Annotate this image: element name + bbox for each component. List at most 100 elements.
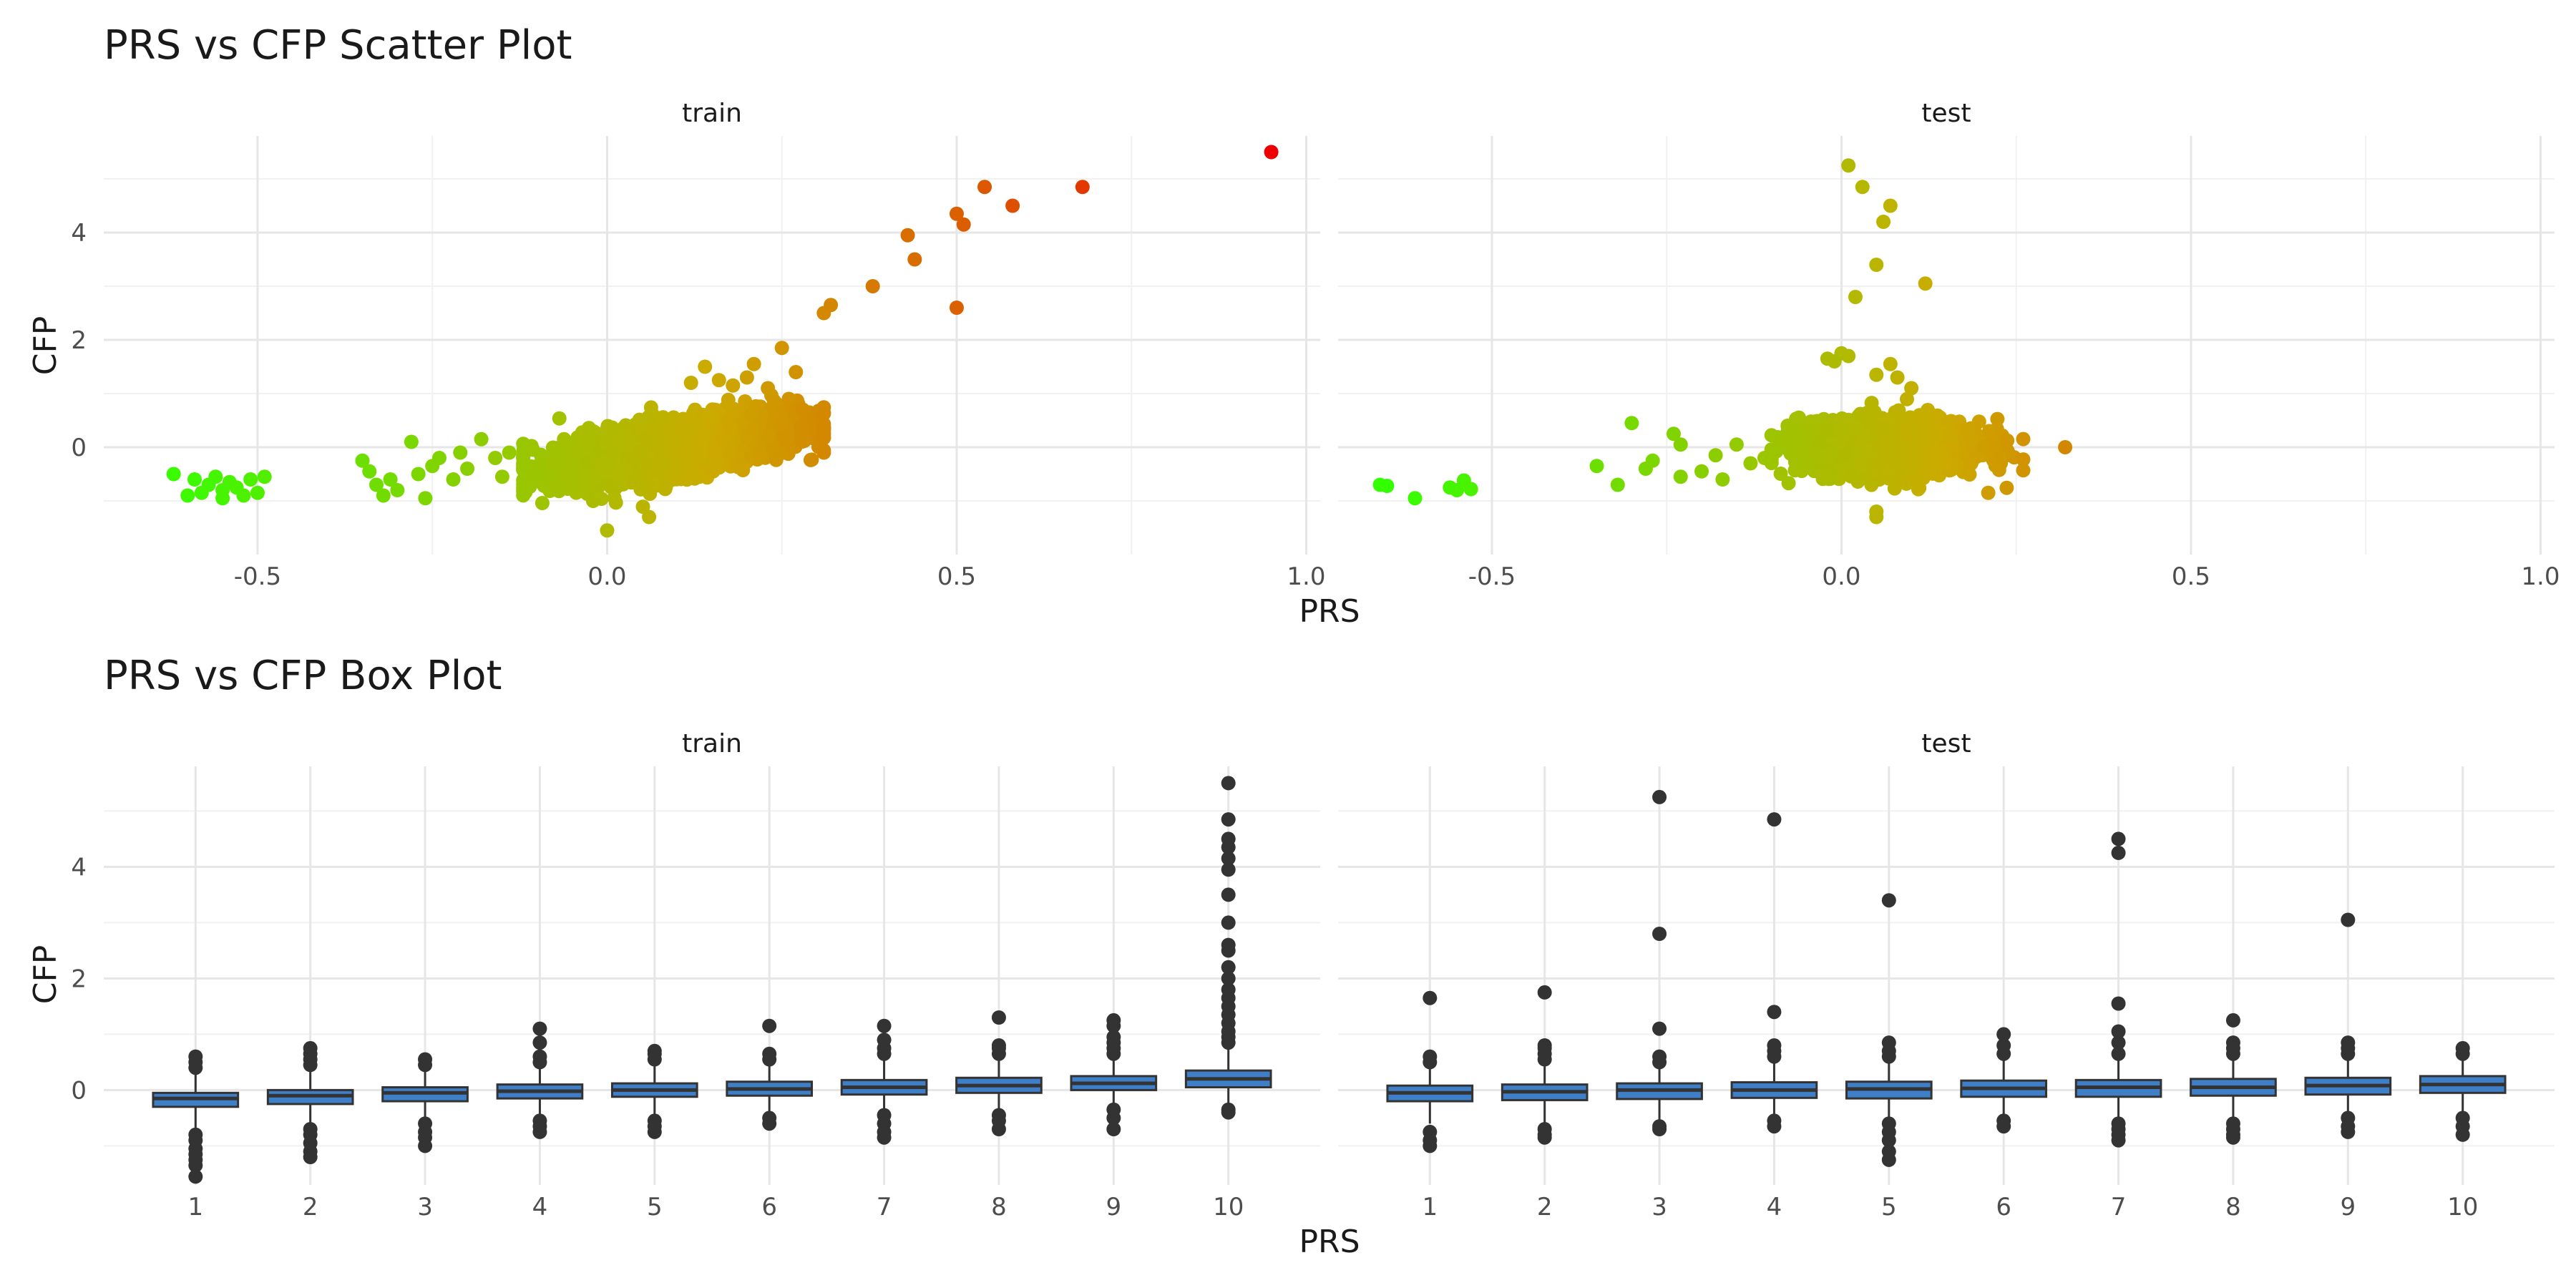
scatter-point bbox=[1264, 145, 1279, 160]
scatter-point bbox=[535, 496, 550, 510]
box-outlier bbox=[1767, 1038, 1782, 1053]
scatter-point bbox=[1904, 381, 1919, 396]
box-outlier bbox=[991, 1010, 1006, 1025]
y-tick-label: 4 bbox=[71, 219, 87, 248]
box-outlier bbox=[2111, 831, 2126, 847]
box-outlier bbox=[1996, 1038, 2011, 1053]
scatter-point bbox=[1869, 367, 1884, 382]
scatter-point bbox=[722, 446, 737, 461]
scatter-point bbox=[1855, 427, 1870, 442]
scatter-point bbox=[816, 445, 831, 460]
scatter-point bbox=[1694, 464, 1709, 479]
scatter-point bbox=[1075, 180, 1090, 195]
scatter-point bbox=[1883, 198, 1898, 213]
scatter-point bbox=[474, 431, 489, 447]
scatter-point bbox=[1589, 459, 1604, 474]
scatter-point bbox=[721, 392, 736, 407]
box-outlier bbox=[303, 1150, 318, 1164]
box-outlier bbox=[188, 1049, 203, 1064]
scatter-point bbox=[1873, 457, 1887, 472]
scatter-point bbox=[1708, 448, 1723, 463]
scatter-point bbox=[635, 499, 650, 514]
scatter-point bbox=[250, 485, 265, 500]
scatter-point bbox=[761, 381, 776, 396]
scatter-point bbox=[257, 469, 272, 484]
box-outlier bbox=[1221, 862, 1236, 877]
box-outlier bbox=[1423, 1138, 1438, 1153]
scatter-point bbox=[796, 402, 811, 417]
scatter-point bbox=[1815, 472, 1830, 487]
box-outlier bbox=[647, 1043, 662, 1058]
scatter-point bbox=[632, 445, 647, 460]
box-outlier bbox=[1767, 812, 1782, 827]
box-outlier bbox=[303, 1040, 318, 1055]
scatter-point bbox=[552, 411, 567, 426]
scatter-point bbox=[694, 444, 709, 459]
box-outlier bbox=[418, 1052, 433, 1067]
scatter-point bbox=[1883, 433, 1898, 448]
scatter-point bbox=[679, 472, 694, 487]
y-tick-label: 4 bbox=[71, 853, 87, 882]
scatter-point bbox=[1918, 276, 1933, 291]
scatter-point bbox=[1729, 437, 1744, 452]
scatter-point bbox=[587, 472, 602, 487]
box-outlier bbox=[2111, 845, 2126, 860]
scatter-point bbox=[208, 469, 223, 484]
y-tick-label: 0 bbox=[71, 1076, 87, 1105]
scatter-point bbox=[774, 341, 789, 356]
scatter-point bbox=[640, 462, 655, 477]
scatter-point bbox=[1874, 424, 1889, 439]
scatter-point bbox=[739, 370, 754, 385]
scatter-point bbox=[781, 391, 796, 406]
scatter-point bbox=[1463, 482, 1478, 497]
box-outlier bbox=[1652, 1021, 1667, 1036]
box-outlier bbox=[2111, 1024, 2126, 1039]
scatter-point bbox=[1757, 451, 1772, 465]
x-tick-label: 8 bbox=[2225, 1193, 2241, 1221]
scatter-panel-train: -0.5 0.0 0.5 1.0 0 2 4 bbox=[71, 136, 1325, 591]
box-outlier bbox=[1652, 1049, 1667, 1064]
scatter-point bbox=[1860, 406, 1875, 421]
x-tick-label: 1 bbox=[187, 1193, 203, 1221]
box-outlier bbox=[188, 1169, 203, 1184]
scatter-point bbox=[1876, 215, 1891, 229]
scatter-point bbox=[658, 482, 673, 497]
box-outlier bbox=[877, 1018, 892, 1033]
scatter-point bbox=[561, 469, 576, 484]
x-tick-label: 6 bbox=[1996, 1193, 2011, 1221]
scatter-point bbox=[1929, 427, 1944, 442]
x-tick-label: 7 bbox=[877, 1193, 892, 1221]
scatter-point bbox=[446, 472, 461, 487]
box-outlier bbox=[1996, 1119, 2011, 1134]
scatter-point bbox=[738, 394, 753, 409]
x-tick-label: 9 bbox=[1106, 1193, 1122, 1221]
scatter-point bbox=[460, 462, 475, 476]
scatter-point bbox=[907, 252, 922, 267]
box-x-axis-label: PRS bbox=[1299, 1224, 1360, 1260]
scatter-point bbox=[418, 491, 433, 506]
scatter-point bbox=[502, 445, 517, 460]
scatter-point bbox=[723, 421, 738, 436]
scatter-point bbox=[1005, 198, 1020, 213]
box-outlier bbox=[1881, 1035, 1896, 1050]
scatter-point bbox=[1822, 447, 1837, 462]
box-outlier bbox=[1221, 937, 1236, 952]
scatter-point bbox=[654, 458, 669, 472]
box-outlier bbox=[1221, 982, 1236, 997]
scatter-point bbox=[824, 298, 839, 313]
box-outlier bbox=[532, 1021, 547, 1036]
box-outlier bbox=[1423, 1049, 1438, 1064]
box-outlier bbox=[2111, 1133, 2126, 1148]
scatter-point bbox=[1380, 479, 1395, 493]
scatter-point bbox=[383, 472, 398, 487]
scatter-point bbox=[243, 472, 258, 487]
box-outlier bbox=[1221, 887, 1236, 902]
box-outlier bbox=[877, 1033, 892, 1048]
scatter-point bbox=[624, 475, 639, 490]
scatter-point bbox=[1977, 439, 1992, 454]
scatter-point bbox=[215, 491, 230, 506]
scatter-point bbox=[1715, 472, 1730, 487]
scatter-point bbox=[865, 279, 880, 293]
box-outlier bbox=[1423, 990, 1438, 1005]
